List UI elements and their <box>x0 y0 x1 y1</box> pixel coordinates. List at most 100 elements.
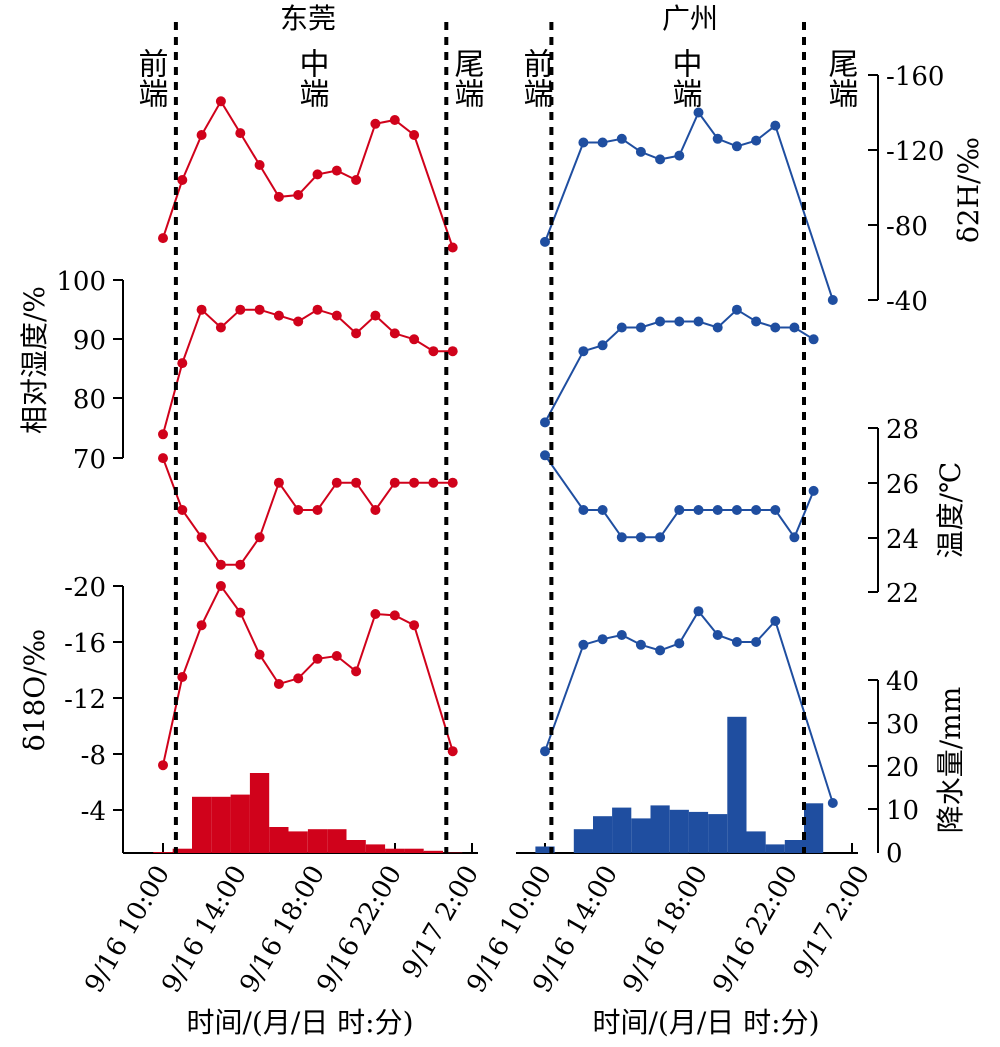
data-point-gz <box>674 505 685 515</box>
precip-bar-dg <box>327 829 347 853</box>
data-point-dg <box>158 760 168 771</box>
data-point-gz <box>770 616 781 626</box>
phase-label-front-gz: 前端 <box>518 48 553 108</box>
data-point-gz <box>770 322 781 333</box>
d18o-series-gz <box>544 609 834 804</box>
data-point-gz <box>578 137 589 148</box>
data-point-dg <box>447 746 458 757</box>
data-point-dg <box>158 233 168 244</box>
data-point-dg <box>196 304 207 315</box>
panel-title-guangzhou: 广州 <box>662 2 718 35</box>
series-lines <box>158 96 838 808</box>
data-point-dg <box>273 679 284 689</box>
data-point-dg <box>409 334 420 345</box>
rh-axis: 100 90 80 70 相对湿度/% <box>18 267 124 475</box>
data-point-dg <box>447 477 458 488</box>
precip-bar-dg <box>249 773 270 853</box>
x-axis-title: 时间/(月/日 时:分) <box>186 1006 413 1039</box>
d18o-series-dg <box>162 584 454 766</box>
phase-label-front-dg: 前端 <box>133 48 168 108</box>
rh-tick-label: 90 <box>73 326 106 356</box>
precip-bar-gz <box>612 807 632 853</box>
data-point-dg <box>254 649 265 660</box>
data-point-gz <box>808 485 819 496</box>
precip-bar-dg <box>423 850 443 853</box>
data-point-gz <box>751 135 762 146</box>
d2h-series-dg <box>162 99 454 248</box>
precip-bar-gz <box>573 829 593 853</box>
data-point-dg <box>447 242 458 253</box>
d18o-tick-label: -16 <box>64 629 106 659</box>
data-point-gz <box>616 322 627 333</box>
data-point-dg <box>389 328 400 339</box>
data-point-gz <box>731 637 742 647</box>
data-point-gz <box>674 638 685 649</box>
temp-tick-label: 24 <box>886 525 919 555</box>
data-point-dg <box>196 532 207 543</box>
data-point-gz <box>751 637 762 647</box>
data-point-gz <box>731 304 742 315</box>
precip-axis: 40 30 20 10 0 降水量/mm <box>868 667 967 869</box>
precip-axis-label: 降水量/mm <box>934 687 967 834</box>
data-point-dg <box>331 165 342 176</box>
data-point-gz <box>597 634 608 645</box>
data-point-dg <box>177 505 188 515</box>
d2h-axis-label: δ2H/‰ <box>952 137 985 243</box>
data-point-gz <box>655 154 666 165</box>
d18o-axis-label: δ18O/‰ <box>18 629 51 751</box>
data-point-gz <box>597 340 608 351</box>
data-point-gz <box>751 316 762 327</box>
x-axis-guangzhou: 9/16 10:00 9/16 14:00 9/16 18:00 9/16 22… <box>461 843 876 1039</box>
precip-bar-dg <box>230 794 250 853</box>
data-point-dg <box>409 620 420 631</box>
data-point-gz <box>674 316 685 327</box>
d18o-tick-label: -12 <box>64 685 106 715</box>
rh-tick-label: 70 <box>73 445 106 475</box>
data-point-gz <box>712 133 723 144</box>
data-point-dg <box>351 328 362 339</box>
temp-axis-label: 温度/℃ <box>934 462 967 559</box>
data-point-dg <box>196 620 207 631</box>
data-point-gz <box>597 137 608 148</box>
data-point-gz <box>693 316 704 327</box>
d18o-tick-label: -8 <box>81 741 106 771</box>
data-point-dg <box>351 477 362 488</box>
data-point-dg <box>158 453 168 464</box>
temp-axis: 28 26 24 22 温度/℃ <box>868 415 967 609</box>
data-point-dg <box>254 532 265 543</box>
temp-series-dg <box>162 457 453 566</box>
rh-tick-label: 100 <box>56 267 106 297</box>
data-point-dg <box>351 175 362 185</box>
data-point-dg <box>389 610 400 621</box>
precip-bar-dg <box>404 848 424 853</box>
data-point-dg <box>273 310 284 321</box>
d2h-tick-label: -40 <box>886 287 928 317</box>
precip-bar-dg <box>153 852 173 853</box>
data-point-dg <box>235 128 246 139</box>
data-point-dg <box>177 175 188 185</box>
rh-axis-label: 相对湿度/% <box>18 286 51 434</box>
precipitation-bars <box>153 716 824 854</box>
d2h-axis: -160 -120 -80 -40 δ2H/‰ <box>868 62 985 317</box>
data-point-dg <box>447 346 458 357</box>
precip-bar-gz <box>535 846 555 853</box>
precip-bar-dg <box>192 796 212 853</box>
x-tick-label: 9/16 22:00 <box>707 861 804 999</box>
data-point-gz <box>635 146 646 157</box>
d2h-tick-label: -80 <box>886 212 928 242</box>
data-point-gz <box>597 505 608 515</box>
data-point-dg <box>158 429 168 440</box>
data-point-gz <box>655 532 666 543</box>
data-point-dg <box>177 358 188 369</box>
d18o-axis: -20 -16 -12 -8 -4 δ18O/‰ <box>18 573 124 853</box>
precip-bar-gz <box>784 840 804 853</box>
data-point-gz <box>578 639 589 650</box>
data-point-dg <box>293 505 304 515</box>
precip-bar-dg <box>307 829 328 853</box>
data-point-dg <box>293 316 304 327</box>
data-point-dg <box>215 581 226 591</box>
data-point-dg <box>312 653 323 664</box>
precip-bar-gz <box>804 803 824 853</box>
temp-tick-label: 28 <box>886 415 919 445</box>
